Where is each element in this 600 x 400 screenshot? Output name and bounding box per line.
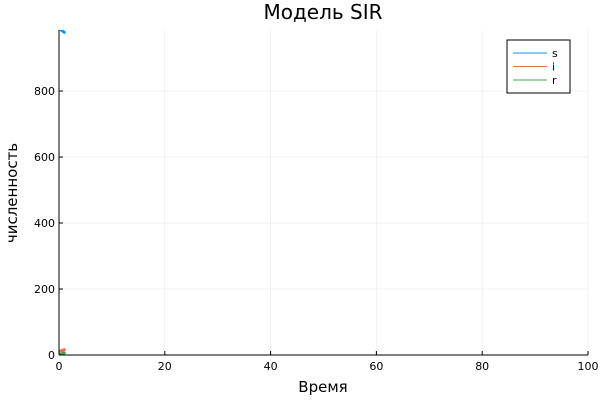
x-tick-label: 40 bbox=[264, 360, 278, 373]
y-ticks: 0 200 400 600 800 bbox=[34, 85, 63, 362]
chart-title: Модель SIR bbox=[263, 0, 382, 24]
x-tick-label: 0 bbox=[56, 360, 63, 373]
legend-items: sir bbox=[513, 47, 558, 87]
x-ticks: 0 20 40 60 80 100 bbox=[56, 351, 599, 373]
x-tick-label: 100 bbox=[578, 360, 599, 373]
y-tick-label: 400 bbox=[34, 217, 55, 230]
x-tick-label: 60 bbox=[369, 360, 383, 373]
x-tick-label: 20 bbox=[158, 360, 172, 373]
series-line-i bbox=[59, 348, 66, 354]
y-tick-label: 0 bbox=[48, 349, 55, 362]
legend-label-i: i bbox=[552, 61, 555, 74]
x-axis-label: Время bbox=[298, 378, 347, 396]
y-tick-label: 600 bbox=[34, 151, 55, 164]
y-tick-label: 200 bbox=[34, 283, 55, 296]
y-tick-label: 800 bbox=[34, 85, 55, 98]
x-tick-label: 80 bbox=[475, 360, 489, 373]
legend: sir bbox=[506, 39, 571, 94]
legend-label-r: r bbox=[552, 74, 557, 87]
series-line-s bbox=[59, 30, 66, 34]
legend-label-s: s bbox=[552, 47, 558, 60]
y-axis-label: численность bbox=[3, 143, 21, 243]
